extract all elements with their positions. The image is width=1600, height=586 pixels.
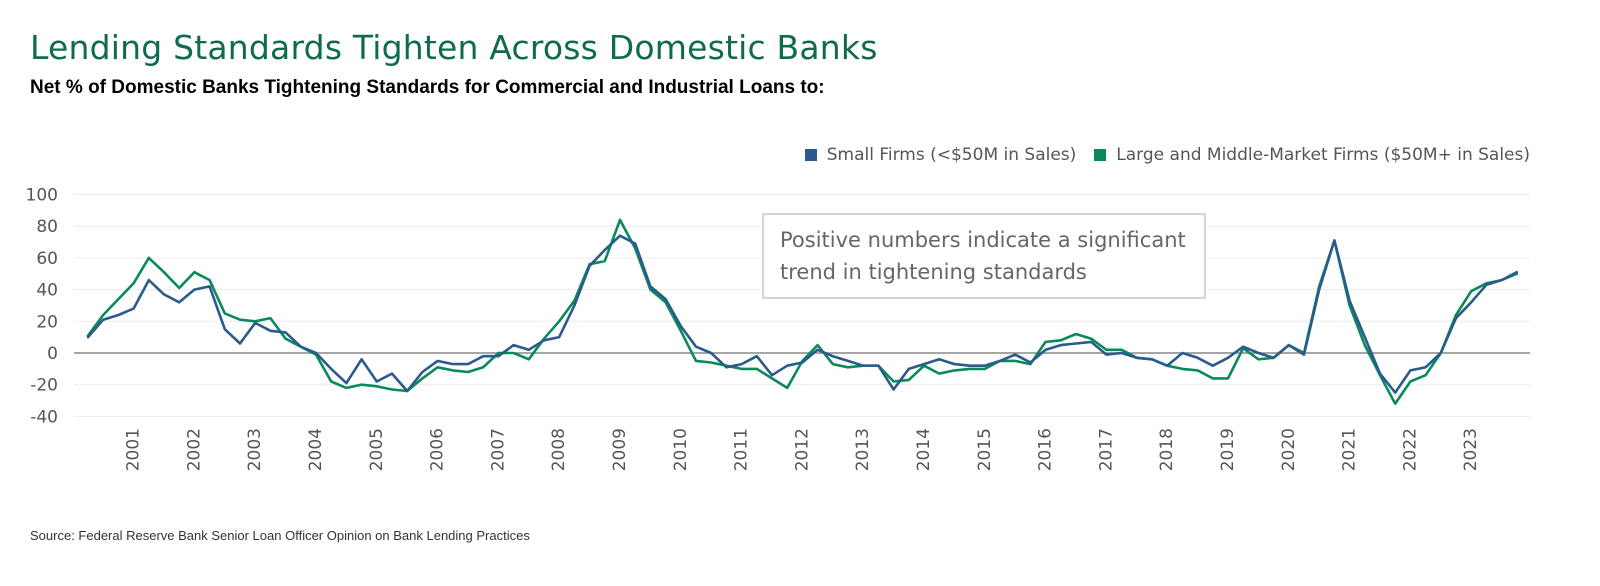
x-tick-label: 2017 bbox=[1096, 428, 1116, 471]
y-tick-label: 80 bbox=[36, 217, 58, 237]
x-tick-label: 2005 bbox=[367, 428, 387, 471]
x-tick-label: 2015 bbox=[975, 428, 995, 471]
annotation-box-border bbox=[762, 213, 1206, 299]
y-tick-label: -20 bbox=[30, 376, 58, 396]
y-tick-label: -40 bbox=[30, 407, 58, 427]
legend-swatch-large-firms bbox=[1094, 149, 1107, 161]
y-tick-label: 40 bbox=[36, 281, 58, 301]
x-tick-label: 2008 bbox=[549, 428, 569, 471]
source-note: Source: Federal Reserve Bank Senior Loan… bbox=[30, 528, 530, 543]
x-tick-label: 2016 bbox=[1036, 428, 1056, 471]
annotation-line-1: Positive numbers indicate a significant bbox=[780, 228, 1186, 252]
legend: Small Firms (<$50M in Sales) Large and M… bbox=[787, 145, 1530, 165]
x-axis-ticks: 2001 2002 2003 2004 2005 2006 2007 2008 2009 2010… bbox=[124, 428, 1482, 471]
x-tick-label: 2007 bbox=[488, 428, 508, 471]
y-tick-label: 0 bbox=[47, 344, 58, 364]
legend-item-small-firms: Small Firms (<$50M in Sales) bbox=[804, 145, 1077, 165]
x-tick-label: 2020 bbox=[1279, 428, 1299, 471]
x-tick-label: 2010 bbox=[671, 428, 691, 471]
annotation-box: Positive numbers indicate a significant … bbox=[762, 213, 1206, 299]
annotation-line-2: trend in tightening standards bbox=[780, 260, 1087, 284]
legend-label-large-firms: Large and Middle-Market Firms ($50M+ in … bbox=[1116, 145, 1530, 165]
legend-label-small-firms: Small Firms (<$50M in Sales) bbox=[826, 145, 1077, 165]
y-tick-label: 60 bbox=[36, 249, 58, 269]
x-tick-label: 2006 bbox=[428, 428, 448, 471]
x-tick-label: 2023 bbox=[1461, 428, 1481, 471]
legend-swatch-small-firms bbox=[804, 149, 817, 161]
legend-item-large-firms: Large and Middle-Market Firms ($50M+ in … bbox=[1094, 145, 1530, 165]
x-tick-label: 2013 bbox=[853, 428, 873, 471]
x-tick-label: 2021 bbox=[1340, 428, 1360, 471]
x-tick-label: 2011 bbox=[732, 428, 752, 471]
y-axis-ticks: 100 80 60 40 20 0 -20 -40 bbox=[26, 186, 58, 428]
x-tick-label: 2004 bbox=[306, 428, 326, 471]
chart-subtitle: Net % of Domestic Banks Tightening Stand… bbox=[30, 77, 825, 98]
x-tick-label: 2022 bbox=[1400, 428, 1420, 471]
x-tick-label: 2019 bbox=[1218, 428, 1238, 471]
x-tick-label: 2009 bbox=[610, 428, 630, 471]
series-lines bbox=[86, 218, 1519, 406]
x-tick-label: 2003 bbox=[245, 428, 265, 471]
x-tick-label: 2014 bbox=[914, 428, 934, 471]
x-tick-label: 2002 bbox=[184, 428, 204, 471]
chart-title: Lending Standards Tighten Across Domesti… bbox=[30, 28, 878, 67]
x-tick-label: 2012 bbox=[792, 428, 812, 471]
series-line-small-firms bbox=[86, 234, 1519, 394]
y-tick-label: 100 bbox=[26, 186, 58, 206]
x-tick-label: 2018 bbox=[1157, 428, 1177, 471]
y-tick-label: 20 bbox=[36, 312, 58, 332]
x-tick-label: 2001 bbox=[124, 428, 144, 471]
